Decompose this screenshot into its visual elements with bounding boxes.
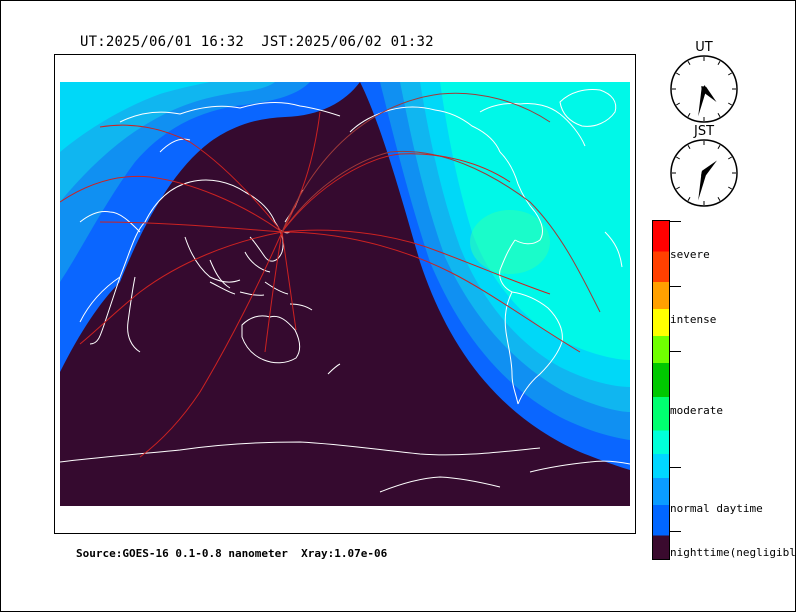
clock-tick xyxy=(727,156,732,160)
clock-tick xyxy=(687,145,691,150)
legend-label-intense: intense xyxy=(670,313,717,326)
legend-tick xyxy=(669,221,681,222)
ut-clock-label: UT xyxy=(695,40,713,55)
time-header: UT:2025/06/01 16:32 JST:2025/06/02 01:32 xyxy=(80,34,434,50)
propagation-paths xyxy=(60,92,601,458)
clock-tick xyxy=(717,112,721,117)
legend-tick xyxy=(669,531,681,532)
subsolar-region xyxy=(470,210,550,274)
clock-tick xyxy=(727,72,732,76)
jst-time: JST:2025/06/02 01:32 xyxy=(261,34,434,50)
clock-tick xyxy=(717,61,721,66)
jst-minute-hand xyxy=(698,169,707,201)
legend-label-moderate: moderate xyxy=(670,404,723,417)
ut-time: UT:2025/06/01 16:32 xyxy=(80,34,244,50)
legend-color-bar xyxy=(652,220,670,560)
clock-tick xyxy=(717,145,721,150)
ut-clock-icon xyxy=(670,55,738,123)
clock-tick xyxy=(687,196,691,201)
clock-tick xyxy=(717,196,721,201)
source-footer: Source:GOES-16 0.1-0.8 nanometer Xray:1.… xyxy=(76,547,388,560)
clock-tick xyxy=(676,72,681,76)
clock-tick xyxy=(676,156,681,160)
legend-tick xyxy=(669,286,681,287)
clock-tick xyxy=(687,112,691,117)
jst-clock-label: JST xyxy=(693,124,715,139)
clock-tick xyxy=(727,186,732,190)
clock-tick xyxy=(687,61,691,66)
legend-label-night: nighttime(negligible) xyxy=(670,546,796,559)
legend-tick xyxy=(669,351,681,352)
legend-label-normal: normal daytime xyxy=(670,502,763,515)
clock-tick xyxy=(676,102,681,106)
legend-label-severe: severe xyxy=(670,248,710,261)
clock-tick xyxy=(676,186,681,190)
legend-tick xyxy=(669,467,681,468)
xray-absorption-map xyxy=(60,82,630,506)
clock-tick xyxy=(727,102,732,106)
ut-minute-hand xyxy=(698,85,707,117)
jst-clock-icon xyxy=(670,139,738,207)
